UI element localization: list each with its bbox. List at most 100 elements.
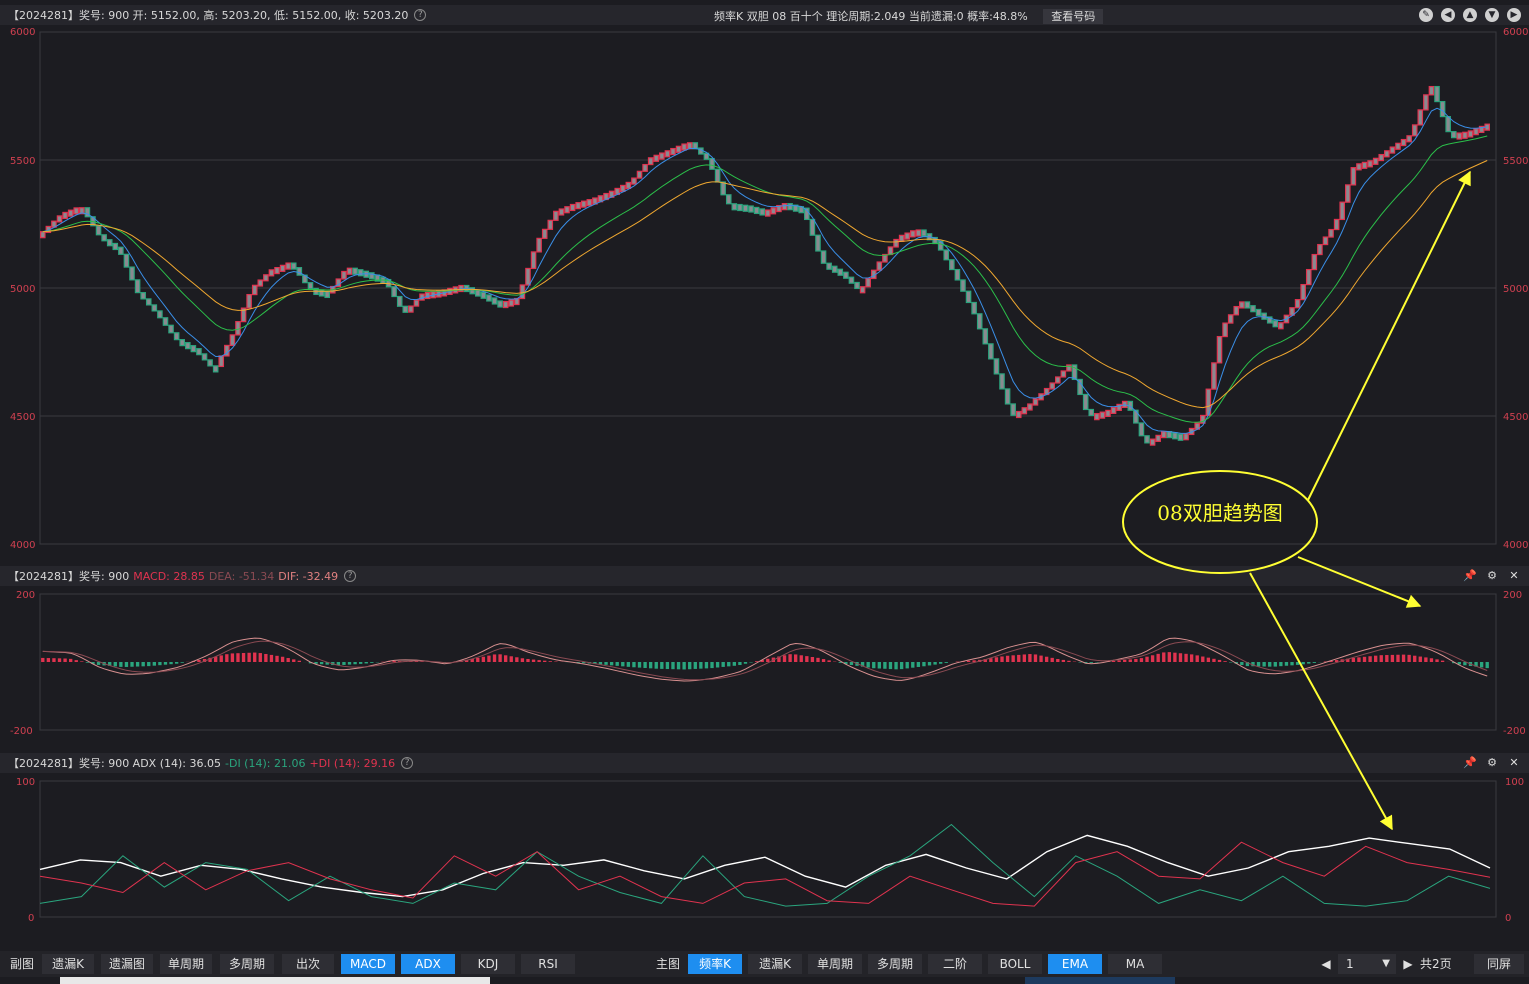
help-icon[interactable]: ? (401, 757, 414, 769)
macd-panel-controls: 📌 ⚙ ✕ (1463, 569, 1521, 583)
candle-up (1350, 167, 1357, 186)
candle-up (898, 234, 905, 242)
adx-y-tick-0-left: 0 (28, 913, 34, 924)
settings-icon[interactable]: ⚙ (1487, 756, 1497, 769)
candle-down (1088, 408, 1095, 417)
pin-icon[interactable]: 📌 (1463, 756, 1477, 769)
candle-down (742, 204, 749, 212)
candle-up (636, 170, 643, 179)
query-numbers-button[interactable]: 查看号码 (1043, 9, 1104, 24)
candle-up (770, 207, 777, 215)
main-btn-ema[interactable]: EMA (1048, 954, 1102, 974)
sub-btn-count[interactable]: 出次 (282, 954, 334, 974)
sub-btn-multi-period[interactable]: 多周期 (220, 954, 274, 974)
candle-down (1255, 308, 1262, 317)
macd-chart[interactable]: 200 -200 200 -200 (0, 586, 1529, 751)
candle-up (647, 157, 654, 166)
candle-up (653, 154, 660, 162)
sub-btn-rsi[interactable]: RSI (521, 954, 575, 974)
ema-mid-line (42, 135, 1488, 423)
candle-up (502, 300, 509, 309)
close-icon[interactable]: ✕ (1509, 756, 1519, 769)
candle-up (1110, 406, 1117, 415)
main-chart-header: 【2024281】奖号: 900 开: 5152.00, 高: 5203.20,… (0, 5, 1529, 25)
up-arrow-icon[interactable]: ▲ (1463, 8, 1477, 22)
candle-down (140, 292, 146, 300)
sub-chart-label: 副图 (10, 957, 35, 971)
prev-page-icon[interactable]: ◀ (1321, 957, 1331, 971)
candle-down (1133, 409, 1139, 424)
pin-icon[interactable]: 📌 (1463, 569, 1477, 582)
main-btn-single-period[interactable]: 单周期 (808, 954, 862, 974)
candle-down (1450, 131, 1457, 139)
candle-up (39, 231, 46, 239)
candle-up (79, 207, 85, 215)
main-btn-second-order[interactable]: 二阶 (928, 954, 982, 974)
candle-down (731, 203, 738, 211)
main-header-mid: 频率K 双胆 08 百十个 理论周期:2.049 当前遗漏:0 概率:48.8% (714, 10, 1028, 23)
main-header-stats: 频率K 双胆 08 百十个 理论周期:2.049 当前遗漏:0 概率:48.8%… (714, 8, 1104, 24)
sub-btn-adx[interactable]: ADX (401, 954, 455, 974)
candle-down (190, 345, 197, 353)
macd-y-tick-200-right: 200 (1503, 590, 1522, 601)
fullscreen-button[interactable]: 同屏 (1474, 954, 1524, 974)
candle-down (396, 295, 403, 307)
right-arrow-icon[interactable]: ▶ (1507, 8, 1521, 22)
candle-up (229, 334, 236, 347)
close-icon[interactable]: ✕ (1509, 569, 1519, 582)
edit-icon[interactable]: ✎ (1419, 8, 1433, 22)
candle-up (408, 305, 414, 313)
sub-btn-single-period[interactable]: 单周期 (160, 954, 212, 974)
adx-header: 【2024281】奖号: 900 ADX (14): 36.05 -DI (14… (0, 753, 1529, 773)
sub-btn-miss-chart[interactable]: 遗漏图 (101, 954, 153, 974)
main-btn-freq-k[interactable]: 频率K (688, 954, 742, 974)
help-icon[interactable]: ? (414, 9, 427, 21)
ema-fast-line (42, 107, 1488, 434)
main-btn-boll[interactable]: BOLL (988, 954, 1042, 974)
main-btn-multi-period[interactable]: 多周期 (868, 954, 922, 974)
help-icon[interactable]: ? (344, 570, 357, 582)
candle-up (859, 286, 866, 294)
main-btn-ma[interactable]: MA (1108, 954, 1162, 974)
candle-up (1322, 236, 1329, 246)
page-select[interactable]: 1 ▼ (1338, 954, 1396, 974)
candle-up (413, 299, 420, 307)
down-arrow-icon[interactable]: ▼ (1485, 8, 1499, 22)
candle-up (1160, 431, 1167, 439)
dif-value: DIF: -32.49 (278, 569, 339, 583)
candle-down (714, 168, 721, 183)
candle-up (580, 200, 587, 208)
next-page-icon[interactable]: ▶ (1403, 957, 1413, 971)
main-btn-miss-k[interactable]: 遗漏K (748, 954, 802, 974)
settings-icon[interactable]: ⚙ (1487, 569, 1497, 582)
candle-up (1015, 410, 1022, 419)
status-strip-segment (60, 977, 490, 984)
candle-up (1456, 132, 1463, 140)
candle-up (257, 279, 264, 287)
candle-up (1099, 411, 1106, 419)
candle-up (1384, 150, 1390, 158)
candle-up (1116, 403, 1122, 411)
sub-btn-macd[interactable]: MACD (341, 954, 395, 974)
candle-down (486, 294, 492, 302)
candle-down (1166, 431, 1173, 439)
candle-down (725, 194, 732, 205)
sub-btn-miss-k[interactable]: 遗漏K (42, 954, 94, 974)
y-tick-5500-left: 5500 (10, 156, 35, 167)
main-kline-chart[interactable]: 6000 5500 5000 4500 4000 6000 5500 5000 … (0, 25, 1529, 565)
candle-up (530, 251, 537, 270)
candle-up (1367, 160, 1373, 168)
macd-y-tick-200-left: 200 (16, 590, 35, 601)
candle-up (1344, 184, 1351, 203)
candle-up (67, 209, 74, 217)
left-arrow-icon[interactable]: ◀ (1441, 8, 1455, 22)
candle-up (525, 267, 531, 286)
candle-down (988, 343, 994, 360)
candle-down (106, 239, 113, 247)
candle-up (346, 267, 353, 275)
candle-down (759, 208, 765, 216)
adx-chart[interactable]: 100 0 100 0 (0, 773, 1529, 951)
candle-down (201, 353, 208, 361)
sub-btn-kdj[interactable]: KDJ (461, 954, 515, 974)
candle-up (536, 237, 542, 253)
